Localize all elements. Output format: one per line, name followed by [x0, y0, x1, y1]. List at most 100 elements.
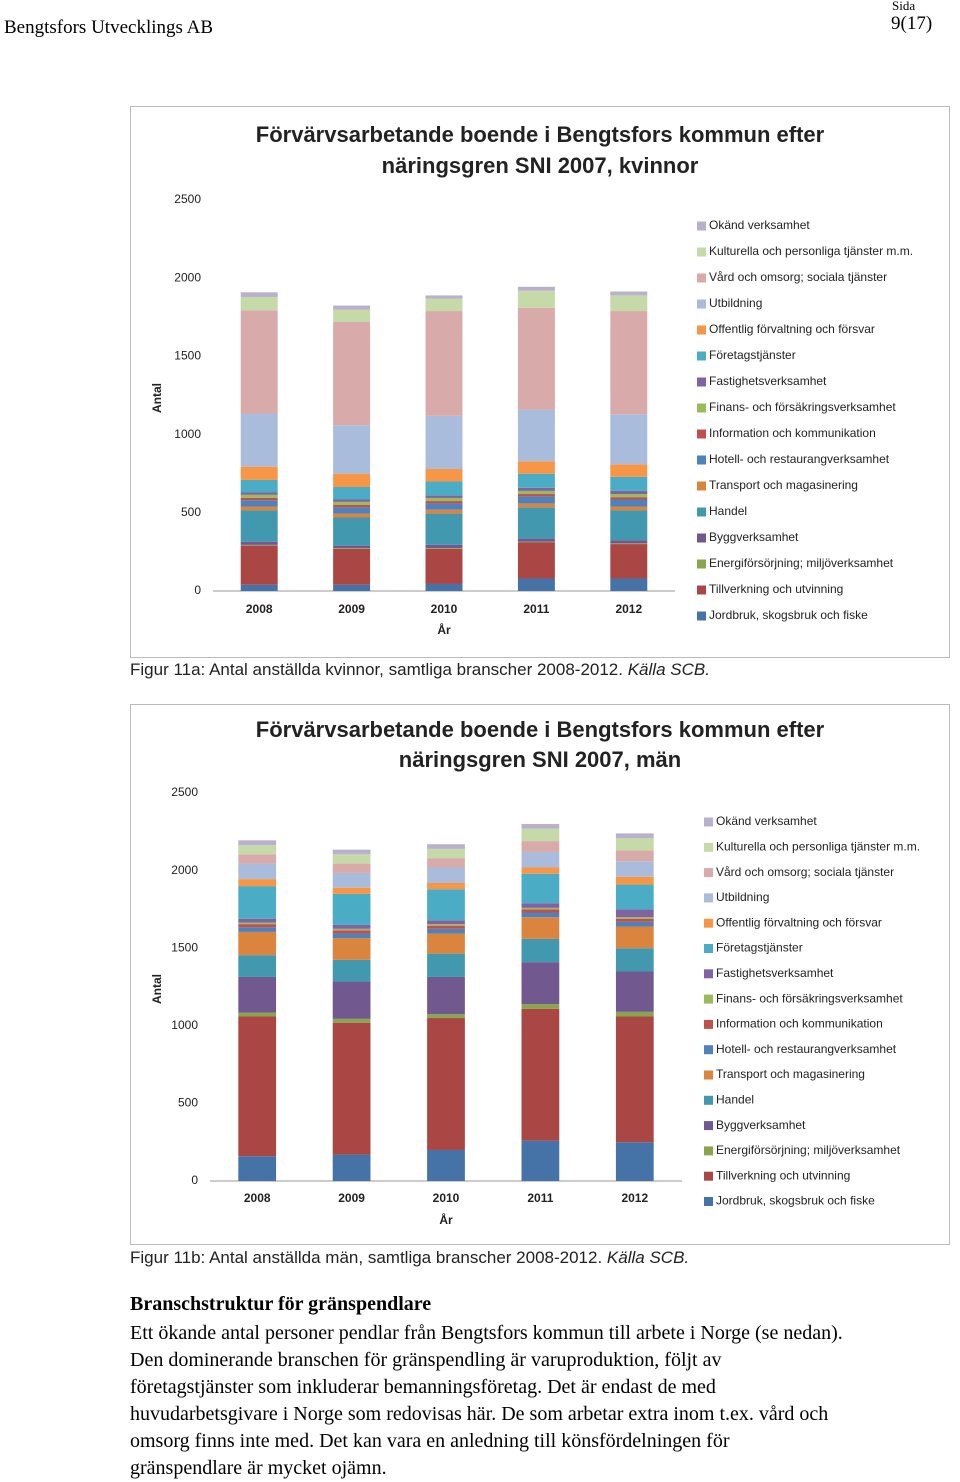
x-tick-label: 2009 — [338, 1191, 365, 1205]
legend-label: Vård och omsorg; sociala tjänster — [716, 865, 894, 879]
x-tick-label: 2008 — [244, 1191, 271, 1205]
legend-swatch — [697, 325, 706, 335]
bar-segment — [240, 492, 278, 495]
legend-label: Fastighetsverksamhet — [709, 374, 827, 388]
bar-segment — [517, 307, 555, 410]
legend-label: Hotell- och restaurangverksamhet — [716, 1042, 897, 1056]
legend-swatch — [704, 1045, 713, 1055]
bar-segment — [427, 976, 465, 1015]
bar-segment — [425, 469, 463, 482]
legend-label: Utbildning — [716, 890, 769, 904]
y-tick-label: 1500 — [174, 349, 201, 363]
bar-segment — [332, 872, 371, 888]
legend-label: Transport och magasinering — [716, 1067, 865, 1081]
caption: Figur 11a: Antal anställda kvinnor, samt… — [130, 660, 710, 680]
bar-segment — [425, 503, 463, 510]
legend-swatch — [697, 611, 706, 621]
bar-segment — [332, 854, 371, 864]
bar-segment — [517, 538, 555, 542]
legend-swatch — [697, 559, 706, 569]
bar-segment — [610, 497, 648, 500]
bar-segment — [333, 547, 371, 549]
legend-swatch — [697, 533, 706, 543]
bar-segment — [425, 509, 463, 514]
y-tick-label: 1500 — [171, 940, 198, 954]
y-axis-label: Antal — [150, 383, 164, 413]
bar-segment — [332, 933, 371, 939]
legend-label: Jordbruk, skogsbruk och fiske — [716, 1194, 875, 1208]
bar-segment — [332, 959, 371, 982]
legend-swatch — [704, 1171, 713, 1181]
bar-segment — [427, 883, 465, 890]
bar-segment — [517, 494, 555, 497]
legend-swatch — [697, 507, 706, 517]
bar-segment — [425, 501, 463, 504]
bar-segment — [333, 486, 371, 500]
bar-segment — [333, 499, 371, 502]
bar-segment — [521, 912, 560, 918]
legend-swatch — [697, 247, 706, 257]
bar-segment — [240, 544, 278, 546]
bar-segment — [615, 917, 654, 919]
bar-segment — [517, 578, 555, 591]
bar-segment — [615, 909, 654, 918]
bar-segment — [521, 907, 560, 910]
bar-segment — [517, 461, 555, 474]
bar-segment — [427, 953, 465, 977]
paragraph-line: Ett ökande antal personer pendlar från B… — [130, 1322, 843, 1344]
bar-segment — [615, 850, 654, 862]
bar-segment — [240, 541, 278, 545]
bar-segment — [517, 496, 555, 504]
bar-segment — [332, 1154, 371, 1181]
bar-segment — [425, 583, 463, 591]
legend-swatch — [704, 842, 713, 852]
legend-label: Offentlig förvaltning och försvar — [709, 322, 875, 336]
bar-segment — [610, 543, 648, 545]
legend-swatch — [697, 585, 706, 595]
bar-segment — [238, 955, 277, 977]
bar-segment — [615, 1142, 654, 1181]
bar-segment — [427, 844, 465, 849]
caption-text: Figur 11b: Antal anställda män, samtliga… — [130, 1248, 607, 1267]
bar-segment — [427, 933, 465, 954]
bar-segment — [517, 487, 555, 491]
bar-segment — [238, 840, 277, 845]
bar-segment — [521, 867, 560, 874]
bar-segment — [238, 844, 277, 855]
company-name: Bengtsfors Utvecklings AB — [4, 17, 213, 38]
bar-segment — [521, 851, 560, 868]
bar-segment — [333, 548, 371, 585]
legend-label: Energiförsörjning; miljöverksamhet — [716, 1143, 901, 1157]
bar-segment — [517, 507, 555, 539]
bar-segment — [332, 1018, 371, 1023]
bar-segment — [517, 409, 555, 462]
bar-segment — [427, 1014, 465, 1019]
legend-label: Vård och omsorg; sociala tjänster — [709, 270, 887, 284]
bar-segment — [610, 510, 648, 541]
bar-segment — [425, 544, 463, 548]
legend-swatch — [704, 893, 713, 903]
chart-title: Förvärvsarbetande boende i Bengtsfors ko… — [256, 717, 825, 742]
bar-segment — [427, 848, 465, 859]
bar-segment — [332, 924, 371, 929]
bar-segment — [427, 925, 465, 929]
bar-segment — [333, 309, 371, 322]
y-tick-label: 1000 — [174, 427, 201, 441]
legend-swatch — [697, 377, 706, 387]
bar-segment — [425, 513, 463, 545]
bar-segment — [615, 948, 654, 972]
bar-segment — [521, 828, 560, 842]
bar-segment — [333, 517, 371, 546]
bar-segment — [238, 918, 277, 923]
bar-segment — [240, 500, 278, 507]
chart: Förvärvsarbetande boende i Bengtsfors ko… — [130, 106, 950, 658]
legend-swatch — [697, 221, 706, 231]
bar-segment — [517, 490, 555, 495]
bar-segment — [238, 886, 277, 919]
bar-segment — [517, 286, 555, 291]
legend-label: Handel — [716, 1092, 754, 1106]
paragraph-line: omsorg finns inte med. Det kan vara en a… — [130, 1430, 730, 1452]
y-tick-label: 1000 — [171, 1018, 198, 1032]
bar-segment — [610, 506, 648, 511]
bar-segment — [521, 909, 560, 913]
